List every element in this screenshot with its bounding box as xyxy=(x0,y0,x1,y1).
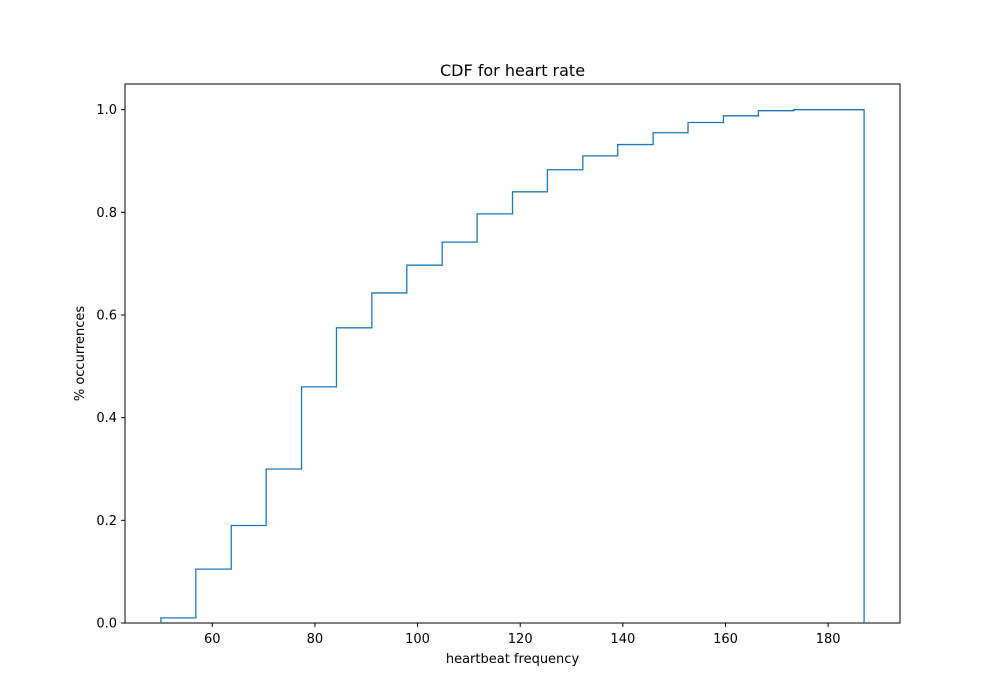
y-axis-label: % occurrences xyxy=(73,306,88,402)
x-tick-label: 160 xyxy=(713,632,738,647)
plot-area: 60 80 100 120 140 160 180 0.0 0.2 0.4 0.6 0.8 1.0 xyxy=(96,83,901,647)
y-axis-ticks: 0.0 0.2 0.4 0.6 0.8 1.0 xyxy=(96,103,125,632)
y-tick-label: 0.6 xyxy=(96,309,117,324)
y-tick-label: 0.0 xyxy=(96,617,117,632)
y-tick-label: 0.2 xyxy=(96,514,117,529)
x-tick-label: 180 xyxy=(816,632,841,647)
x-tick-label: 100 xyxy=(405,632,430,647)
x-axis-ticks: 60 80 100 120 140 160 180 xyxy=(204,623,841,647)
x-tick-label: 140 xyxy=(610,632,635,647)
x-tick-label: 60 xyxy=(204,632,221,647)
y-tick-label: 1.0 xyxy=(96,103,117,118)
axes-frame xyxy=(124,83,901,624)
x-tick-label: 80 xyxy=(307,632,324,647)
x-tick-label: 120 xyxy=(508,632,533,647)
cdf-step-line xyxy=(160,109,865,623)
x-axis-label: heartbeat frequency xyxy=(446,652,580,667)
y-tick-label: 0.4 xyxy=(96,411,117,426)
chart-title: CDF for heart rate xyxy=(440,61,585,80)
y-tick-label: 0.8 xyxy=(96,206,117,221)
